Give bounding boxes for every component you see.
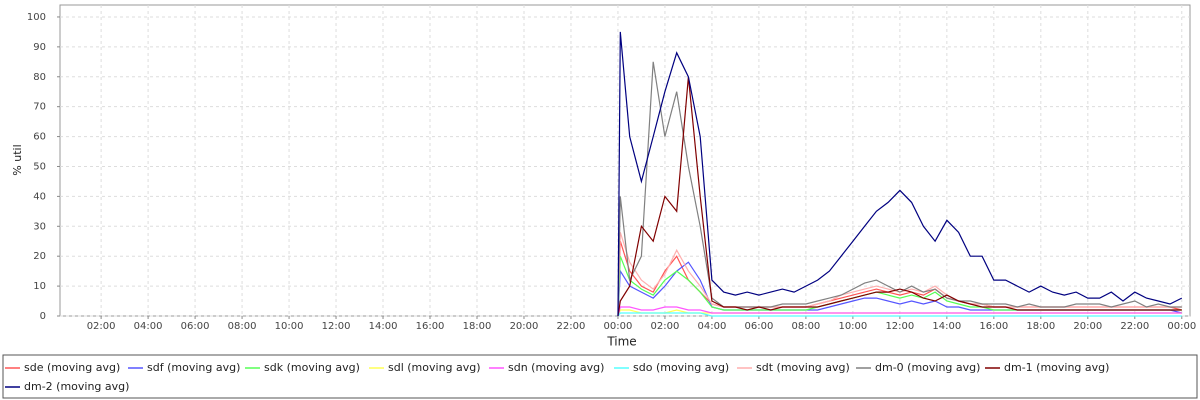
series-line	[617, 306, 1182, 317]
legend-label: dm-2 (moving avg)	[24, 380, 129, 393]
x-tick-label: 02:00	[87, 321, 116, 332]
y-axis-label: % util	[11, 144, 24, 175]
x-tick-label: 00:00	[604, 321, 633, 332]
y-tick-label: 80	[33, 72, 46, 83]
x-tick-label: 06:00	[744, 321, 773, 332]
x-tick-label: 18:00	[1026, 321, 1055, 332]
x-tick-label: 04:00	[698, 321, 727, 332]
y-tick-label: 0	[40, 311, 46, 322]
legend-label: sde (moving avg)	[24, 361, 120, 374]
legend	[2, 354, 1198, 399]
y-tick-label: 30	[33, 221, 46, 232]
x-tick-label: 06:00	[181, 321, 210, 332]
legend-label: sdf (moving avg)	[147, 361, 240, 374]
legend-label: sdk (moving avg)	[264, 361, 360, 374]
x-tick-label: 12:00	[885, 321, 914, 332]
legend-label: dm-1 (moving avg)	[1004, 361, 1109, 374]
x-tick-label: 20:00	[1073, 321, 1102, 332]
legend-label: dm-0 (moving avg)	[875, 361, 980, 374]
x-tick-label: 22:00	[1120, 321, 1149, 332]
x-tick-label: 12:00	[322, 321, 351, 332]
legend-items: sde (moving avg) sdf (moving avg) sdk (mov…	[5, 361, 1109, 393]
x-tick-label: 04:00	[134, 321, 163, 332]
y-tick-label: 100	[27, 12, 46, 23]
y-tick-label: 60	[33, 132, 46, 143]
legend-label: sdl (moving avg)	[388, 361, 481, 374]
x-tick-label: 14:00	[932, 321, 961, 332]
series-line	[617, 76, 1182, 317]
plot-area	[59, 4, 1191, 317]
y-tick-label: 10	[33, 281, 46, 292]
y-tick-label: 20	[33, 251, 46, 262]
y-tick-label: 90	[33, 42, 46, 53]
x-tick-label: 10:00	[275, 321, 304, 332]
series-line	[617, 61, 1182, 317]
x-tick-label: 16:00	[416, 321, 445, 332]
legend-label: sdn (moving avg)	[508, 361, 604, 374]
x-tick-label: 14:00	[369, 321, 398, 332]
series-line	[617, 31, 1183, 317]
y-tick-label: 50	[33, 161, 46, 172]
x-tick-label: 02:00	[651, 321, 680, 332]
x-tick-label: 18:00	[463, 321, 492, 332]
x-tick-label: 16:00	[979, 321, 1008, 332]
x-tick-label: 10:00	[838, 321, 867, 332]
legend-label: sdo (moving avg)	[633, 361, 729, 374]
x-tick-label: 20:00	[510, 321, 539, 332]
x-tick-label: 08:00	[791, 321, 820, 332]
x-tick-label: 22:00	[557, 321, 586, 332]
x-axis-label: Time	[606, 335, 636, 349]
series-line	[617, 312, 1182, 317]
x-tick-label: 00:00	[1167, 321, 1196, 332]
y-tick-label: 40	[33, 191, 46, 202]
y-tick-label: 70	[33, 102, 46, 113]
x-tick-label: 08:00	[228, 321, 257, 332]
legend-label: sdt (moving avg)	[756, 361, 850, 374]
